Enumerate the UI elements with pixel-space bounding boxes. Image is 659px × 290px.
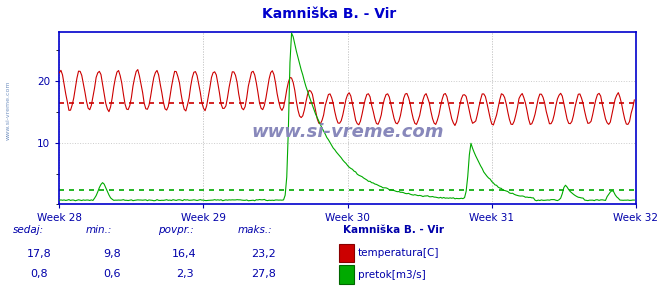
Text: 23,2: 23,2 <box>251 249 276 259</box>
Text: Kamniška B. - Vir: Kamniška B. - Vir <box>262 7 397 21</box>
Text: temperatura[C]: temperatura[C] <box>358 248 440 258</box>
Text: 0,8: 0,8 <box>31 269 48 279</box>
Text: 27,8: 27,8 <box>251 269 276 279</box>
Text: min.:: min.: <box>86 225 112 235</box>
Text: 2,3: 2,3 <box>176 269 193 279</box>
Text: sedaj:: sedaj: <box>13 225 44 235</box>
Text: www.si-vreme.com: www.si-vreme.com <box>251 123 444 141</box>
Text: 17,8: 17,8 <box>27 249 52 259</box>
Text: 16,4: 16,4 <box>172 249 197 259</box>
Text: www.si-vreme.com: www.si-vreme.com <box>5 80 11 140</box>
Text: 0,6: 0,6 <box>103 269 121 279</box>
Text: Kamniška B. - Vir: Kamniška B. - Vir <box>343 225 444 235</box>
Text: maks.:: maks.: <box>237 225 272 235</box>
Text: povpr.:: povpr.: <box>158 225 194 235</box>
Text: pretok[m3/s]: pretok[m3/s] <box>358 270 426 280</box>
Text: 9,8: 9,8 <box>103 249 121 259</box>
